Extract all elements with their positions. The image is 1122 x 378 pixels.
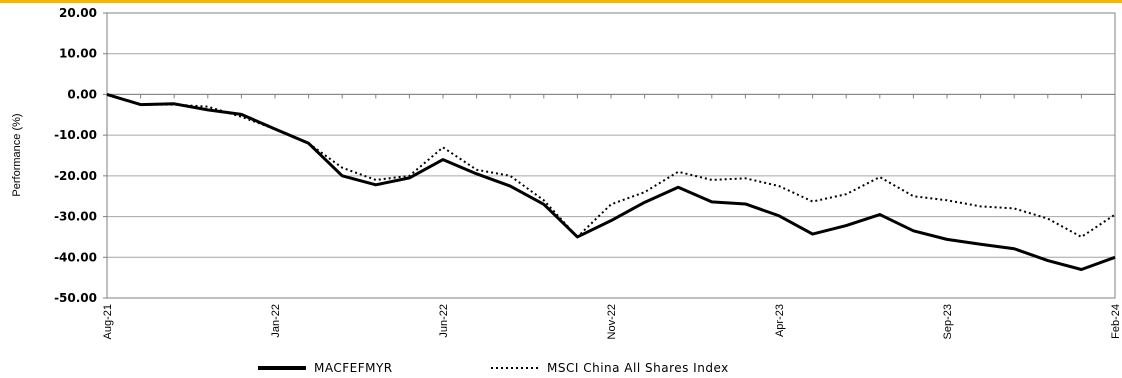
legend-label: MSCI China All Shares Index <box>547 361 729 375</box>
x-tick-label: Apr-23 <box>774 304 786 337</box>
x-tick-label: Jun-22 <box>438 304 450 338</box>
y-tick-label: -40.00 <box>54 250 97 264</box>
plot-border <box>106 12 1116 299</box>
series-line <box>106 92 1116 271</box>
y-tick-label: 20.00 <box>59 6 97 20</box>
y-tick-label: -30.00 <box>54 210 97 224</box>
y-tick-label: -50.00 <box>54 291 97 305</box>
y-tick-label: -10.00 <box>54 128 97 142</box>
top-border <box>0 0 1122 3</box>
x-tick-label: Sep-23 <box>942 304 954 339</box>
x-tick-label: Nov-22 <box>606 304 618 339</box>
x-tick-label: Feb-24 <box>1110 304 1122 339</box>
y-tick-label: -20.00 <box>54 169 97 183</box>
y-tick-label: 10.00 <box>59 47 97 61</box>
y-axis-label: Performance (%) <box>11 113 23 196</box>
legend-label: MACFEFMYR <box>314 361 393 375</box>
x-tick-label: Aug-21 <box>102 304 114 339</box>
y-tick-label: 0.00 <box>67 87 97 101</box>
x-tick-label: Jan-22 <box>270 304 282 338</box>
series-line <box>106 93 1116 238</box>
